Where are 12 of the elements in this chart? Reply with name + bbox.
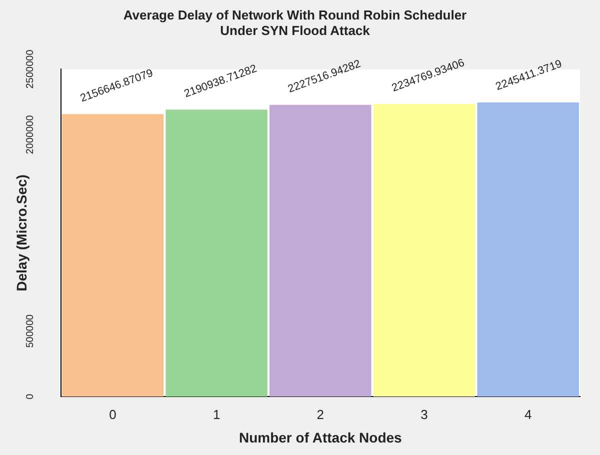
y-tick-label: 2000000: [25, 114, 36, 154]
y-tick-label: 500000: [25, 314, 36, 348]
x-tick-label: 1: [212, 406, 220, 422]
y-tick-label: 0: [25, 393, 36, 400]
x-tick-label: 3: [420, 406, 428, 422]
x-axis-title: Number of Attack Nodes: [238, 429, 402, 446]
x-tick-label: 2: [316, 406, 324, 422]
y-axis-title: Delay (Micro.Sec): [13, 174, 30, 292]
x-tick-label: 0: [109, 406, 116, 422]
chart-title: Average Delay of Network With Round Robin Scheduler Under SYN Flood Attack: [123, 7, 467, 38]
x-tick-label: 4: [524, 406, 532, 422]
y-tick-label: 2500000: [25, 49, 36, 89]
